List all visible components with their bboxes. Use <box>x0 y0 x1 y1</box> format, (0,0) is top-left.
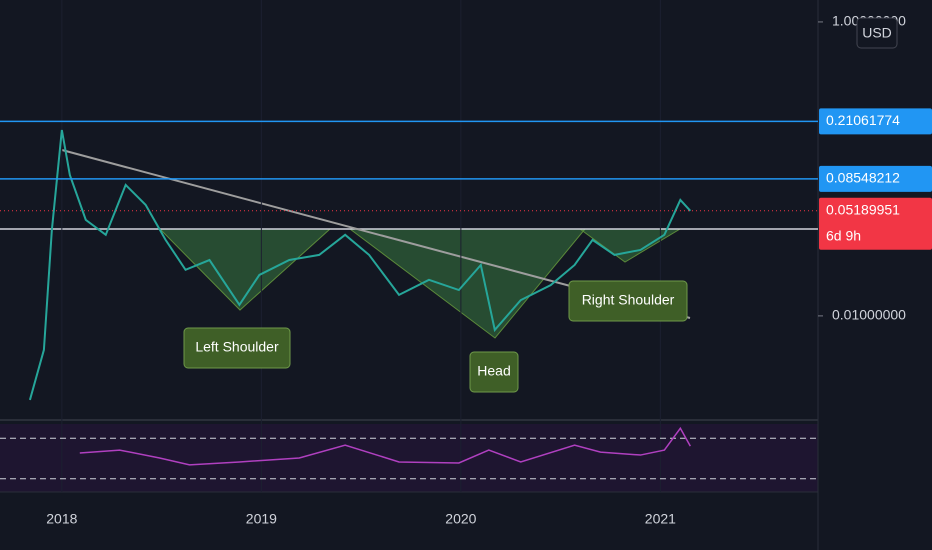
annotation-label: Head <box>477 363 510 379</box>
rsi-line <box>79 426 691 466</box>
price-line <box>28 129 692 401</box>
x-tick-label: 2021 <box>645 511 676 527</box>
currency-label: USD <box>862 25 892 41</box>
annotation-box <box>568 280 688 322</box>
level-label: 0.08548212 <box>826 170 900 186</box>
annotation-label: Left Shoulder <box>195 339 279 355</box>
level-label-box <box>819 165 932 192</box>
marks: 20182019202020211.000000000.01000000 <box>0 0 906 527</box>
annotation-label: Right Shoulder <box>582 292 675 308</box>
x-tick-label: 2019 <box>246 511 277 527</box>
countdown-label: 6d 9h <box>826 227 861 243</box>
currency-button[interactable] <box>856 17 898 49</box>
annotation-box <box>469 351 519 393</box>
level-label: 0.05189951 <box>826 201 900 217</box>
level-label-box <box>819 108 932 135</box>
level-label-box <box>819 197 932 250</box>
y-tick-label: 0.01000000 <box>832 307 906 323</box>
x-tick-label: 2018 <box>46 511 77 527</box>
annotation-box <box>183 327 291 369</box>
rsi-pane <box>0 424 818 492</box>
x-tick-label: 2020 <box>445 511 476 527</box>
level-label: 0.21061774 <box>826 112 900 128</box>
